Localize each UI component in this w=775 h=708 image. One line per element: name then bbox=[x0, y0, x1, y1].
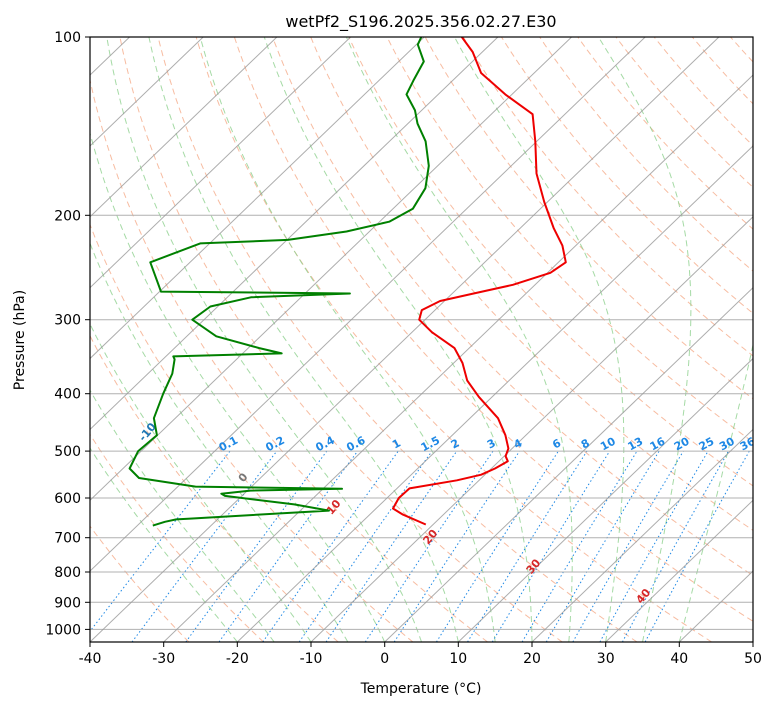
x-tick-label: 20 bbox=[523, 651, 541, 667]
y-tick-label: 900 bbox=[54, 595, 81, 611]
mixing-ratio-line bbox=[262, 450, 399, 642]
x-tick-label: -30 bbox=[152, 651, 175, 667]
moist-adiabat-line bbox=[106, 37, 422, 642]
dry-adiabat-line bbox=[424, 37, 753, 400]
isotherm-line bbox=[90, 37, 720, 642]
mixing-ratio-label: 10 bbox=[598, 435, 618, 454]
profiles bbox=[128, 37, 567, 527]
y-tick-label: 600 bbox=[54, 491, 81, 507]
mixing-ratio-label: 16 bbox=[648, 435, 668, 454]
mixing-ratio-label: 25 bbox=[697, 435, 717, 454]
x-tick-label: 0 bbox=[380, 651, 389, 667]
y-tick-label: 400 bbox=[54, 387, 81, 403]
x-tick-label: -20 bbox=[226, 651, 249, 667]
temperature-profile bbox=[392, 37, 567, 526]
mixing-ratio-line bbox=[325, 450, 458, 642]
dry-adiabat-line bbox=[157, 37, 638, 642]
mixing-ratio-line bbox=[599, 450, 709, 642]
dry-adiabat-line bbox=[119, 37, 563, 642]
x-tick-label: 40 bbox=[670, 651, 688, 667]
mixing-ratio-line bbox=[435, 450, 559, 642]
dewpoint-profile bbox=[128, 37, 430, 527]
dry-adiabat-line bbox=[271, 37, 753, 577]
moist-adiabat-line bbox=[90, 389, 275, 642]
moist-adiabat-line bbox=[678, 342, 753, 642]
mixing-ratio-line bbox=[364, 450, 494, 642]
x-tick-label: 10 bbox=[449, 651, 467, 667]
mixing-ratio-line bbox=[491, 450, 611, 642]
isotherm-line bbox=[90, 37, 278, 218]
mixing-ratio-label: 20 bbox=[672, 435, 692, 454]
isotherm-line bbox=[605, 499, 753, 642]
y-tick-label: 300 bbox=[54, 313, 81, 329]
isotherm-line bbox=[90, 37, 646, 572]
dry-adiabat-line bbox=[90, 334, 339, 642]
moist-adiabat-line bbox=[199, 37, 496, 642]
y-tick-label: 500 bbox=[54, 444, 81, 460]
isotherm-line bbox=[90, 37, 499, 431]
isotherm-line bbox=[310, 216, 753, 642]
dry-adiabat-line bbox=[500, 37, 753, 314]
y-axis-label: Pressure (hPa) bbox=[12, 290, 28, 390]
isotherm-line bbox=[531, 428, 753, 642]
mixing-ratio-line bbox=[621, 450, 730, 642]
isotherm-line bbox=[236, 145, 753, 642]
y-tick-label: 800 bbox=[54, 565, 81, 581]
x-tick-label: -40 bbox=[79, 651, 102, 667]
mixing-ratio-line bbox=[218, 450, 359, 642]
x-axis-label: Temperature (°C) bbox=[360, 681, 482, 697]
isotherm-line bbox=[90, 37, 351, 289]
moist-adiabat-line bbox=[90, 447, 238, 642]
y-tick-label: 700 bbox=[54, 531, 81, 547]
isotherm-line bbox=[163, 74, 753, 642]
isotherms bbox=[90, 37, 753, 642]
mixing-ratio-label: 30 bbox=[717, 435, 737, 454]
isotherm-line bbox=[384, 287, 753, 642]
mixing-ratio-line bbox=[185, 450, 328, 642]
dry-adiabat-line bbox=[348, 37, 753, 487]
dry-adiabat-line bbox=[90, 433, 264, 642]
axes-frame bbox=[89, 36, 754, 643]
y-tick-label: 1000 bbox=[45, 622, 81, 638]
mixing-ratio-line bbox=[393, 450, 521, 642]
dry-adiabat-line bbox=[729, 37, 753, 63]
dry-adiabat-line bbox=[195, 37, 712, 642]
plot-area: 0.10.20.40.611.52346810131620253036-100-… bbox=[90, 37, 758, 642]
y-axis: 100 200 300 400 500 600 700 800 900 1000 bbox=[45, 30, 90, 638]
x-axis: -40 -30 -20 -10 0 10 20 30 40 50 bbox=[79, 642, 762, 667]
x-tick-label: 50 bbox=[744, 651, 762, 667]
dry-adiabat-line bbox=[90, 78, 488, 642]
isotherm-line bbox=[90, 37, 204, 147]
moist-adiabat-line bbox=[345, 37, 573, 642]
x-tick-label: 30 bbox=[597, 651, 615, 667]
moist-adiabat-line bbox=[454, 37, 625, 642]
moist-adiabat-line bbox=[597, 37, 692, 642]
dry-adiabat-line bbox=[462, 37, 753, 357]
dry-adiabat-line bbox=[233, 37, 753, 622]
y-tick-label: 100 bbox=[54, 30, 81, 46]
adiabat-labels: 0.10.20.40.611.52346810131620253036-100-… bbox=[136, 420, 758, 606]
y-tick-label: 200 bbox=[54, 208, 81, 224]
dry-adiabat-line bbox=[90, 223, 414, 642]
chart-title: wetPf2_S196.2025.356.02.27.E30 bbox=[285, 12, 556, 32]
dry-adiabat-line bbox=[310, 37, 753, 531]
x-tick-label: -10 bbox=[300, 651, 323, 667]
mixing-ratio-line bbox=[298, 450, 433, 642]
isotherm-line bbox=[457, 357, 753, 642]
dry-adiabats bbox=[90, 37, 753, 642]
moist-adiabat-line bbox=[263, 37, 533, 642]
moist-adiabat-line bbox=[148, 37, 459, 642]
mixing-ratio-label: 36 bbox=[738, 435, 758, 454]
mixing-ratio-label: 13 bbox=[626, 435, 646, 454]
isotherm-line bbox=[90, 37, 572, 501]
isotherm-line bbox=[90, 37, 425, 360]
